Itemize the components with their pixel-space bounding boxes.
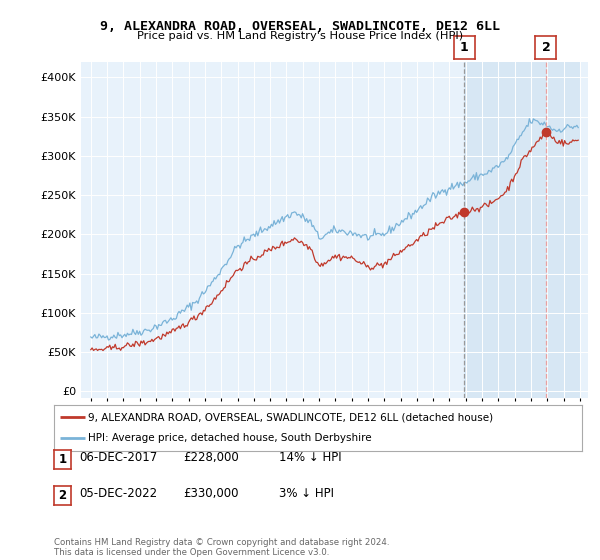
Text: 9, ALEXANDRA ROAD, OVERSEAL, SWADLINCOTE, DE12 6LL: 9, ALEXANDRA ROAD, OVERSEAL, SWADLINCOTE… — [100, 20, 500, 32]
Text: 1: 1 — [460, 41, 469, 54]
Text: 1: 1 — [58, 452, 67, 466]
Text: 3% ↓ HPI: 3% ↓ HPI — [279, 487, 334, 501]
Text: Price paid vs. HM Land Registry's House Price Index (HPI): Price paid vs. HM Land Registry's House … — [137, 31, 463, 41]
Text: 14% ↓ HPI: 14% ↓ HPI — [279, 451, 341, 464]
Bar — [464, 62, 580, 398]
Text: 06-DEC-2017: 06-DEC-2017 — [79, 451, 157, 464]
Text: Contains HM Land Registry data © Crown copyright and database right 2024.
This d: Contains HM Land Registry data © Crown c… — [54, 538, 389, 557]
Text: 9, ALEXANDRA ROAD, OVERSEAL, SWADLINCOTE, DE12 6LL (detached house): 9, ALEXANDRA ROAD, OVERSEAL, SWADLINCOTE… — [88, 412, 493, 422]
Text: £228,000: £228,000 — [183, 451, 239, 464]
Text: 2: 2 — [58, 489, 67, 502]
Text: 2: 2 — [542, 41, 550, 54]
Text: 05-DEC-2022: 05-DEC-2022 — [79, 487, 157, 501]
Text: £330,000: £330,000 — [183, 487, 239, 501]
Text: HPI: Average price, detached house, South Derbyshire: HPI: Average price, detached house, Sout… — [88, 433, 372, 444]
